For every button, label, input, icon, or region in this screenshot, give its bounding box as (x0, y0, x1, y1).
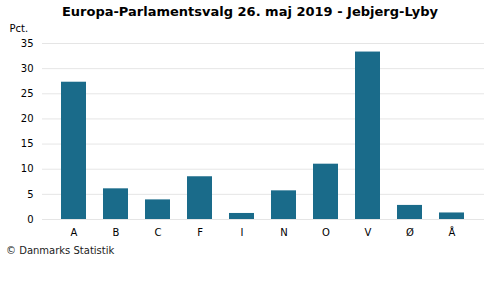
svg-text:30: 30 (21, 63, 34, 74)
svg-text:5: 5 (27, 189, 33, 200)
svg-text:F: F (197, 227, 203, 238)
svg-text:20: 20 (21, 113, 34, 124)
svg-text:I: I (241, 227, 244, 238)
svg-text:15: 15 (21, 138, 34, 149)
svg-text:25: 25 (21, 88, 34, 99)
svg-text:Pct.: Pct. (10, 23, 29, 34)
svg-text:C: C (155, 227, 162, 238)
svg-text:Ø: Ø (406, 227, 414, 238)
svg-text:Å: Å (449, 226, 456, 238)
svg-text:35: 35 (21, 38, 34, 49)
svg-text:0: 0 (27, 214, 33, 225)
svg-text:A: A (71, 227, 78, 238)
svg-text:10: 10 (21, 163, 34, 174)
svg-text:N: N (280, 227, 287, 238)
html-text:© Danmarks Statistik: © Danmarks Statistik (6, 245, 115, 256)
svg-text:V: V (365, 227, 372, 238)
html-text:Europa-Parlamentsvalg 26. maj: Europa-Parlamentsvalg 26. maj 2019 - Jeb… (61, 4, 439, 19)
svg-text:B: B (113, 227, 120, 238)
svg-text:O: O (322, 227, 330, 238)
